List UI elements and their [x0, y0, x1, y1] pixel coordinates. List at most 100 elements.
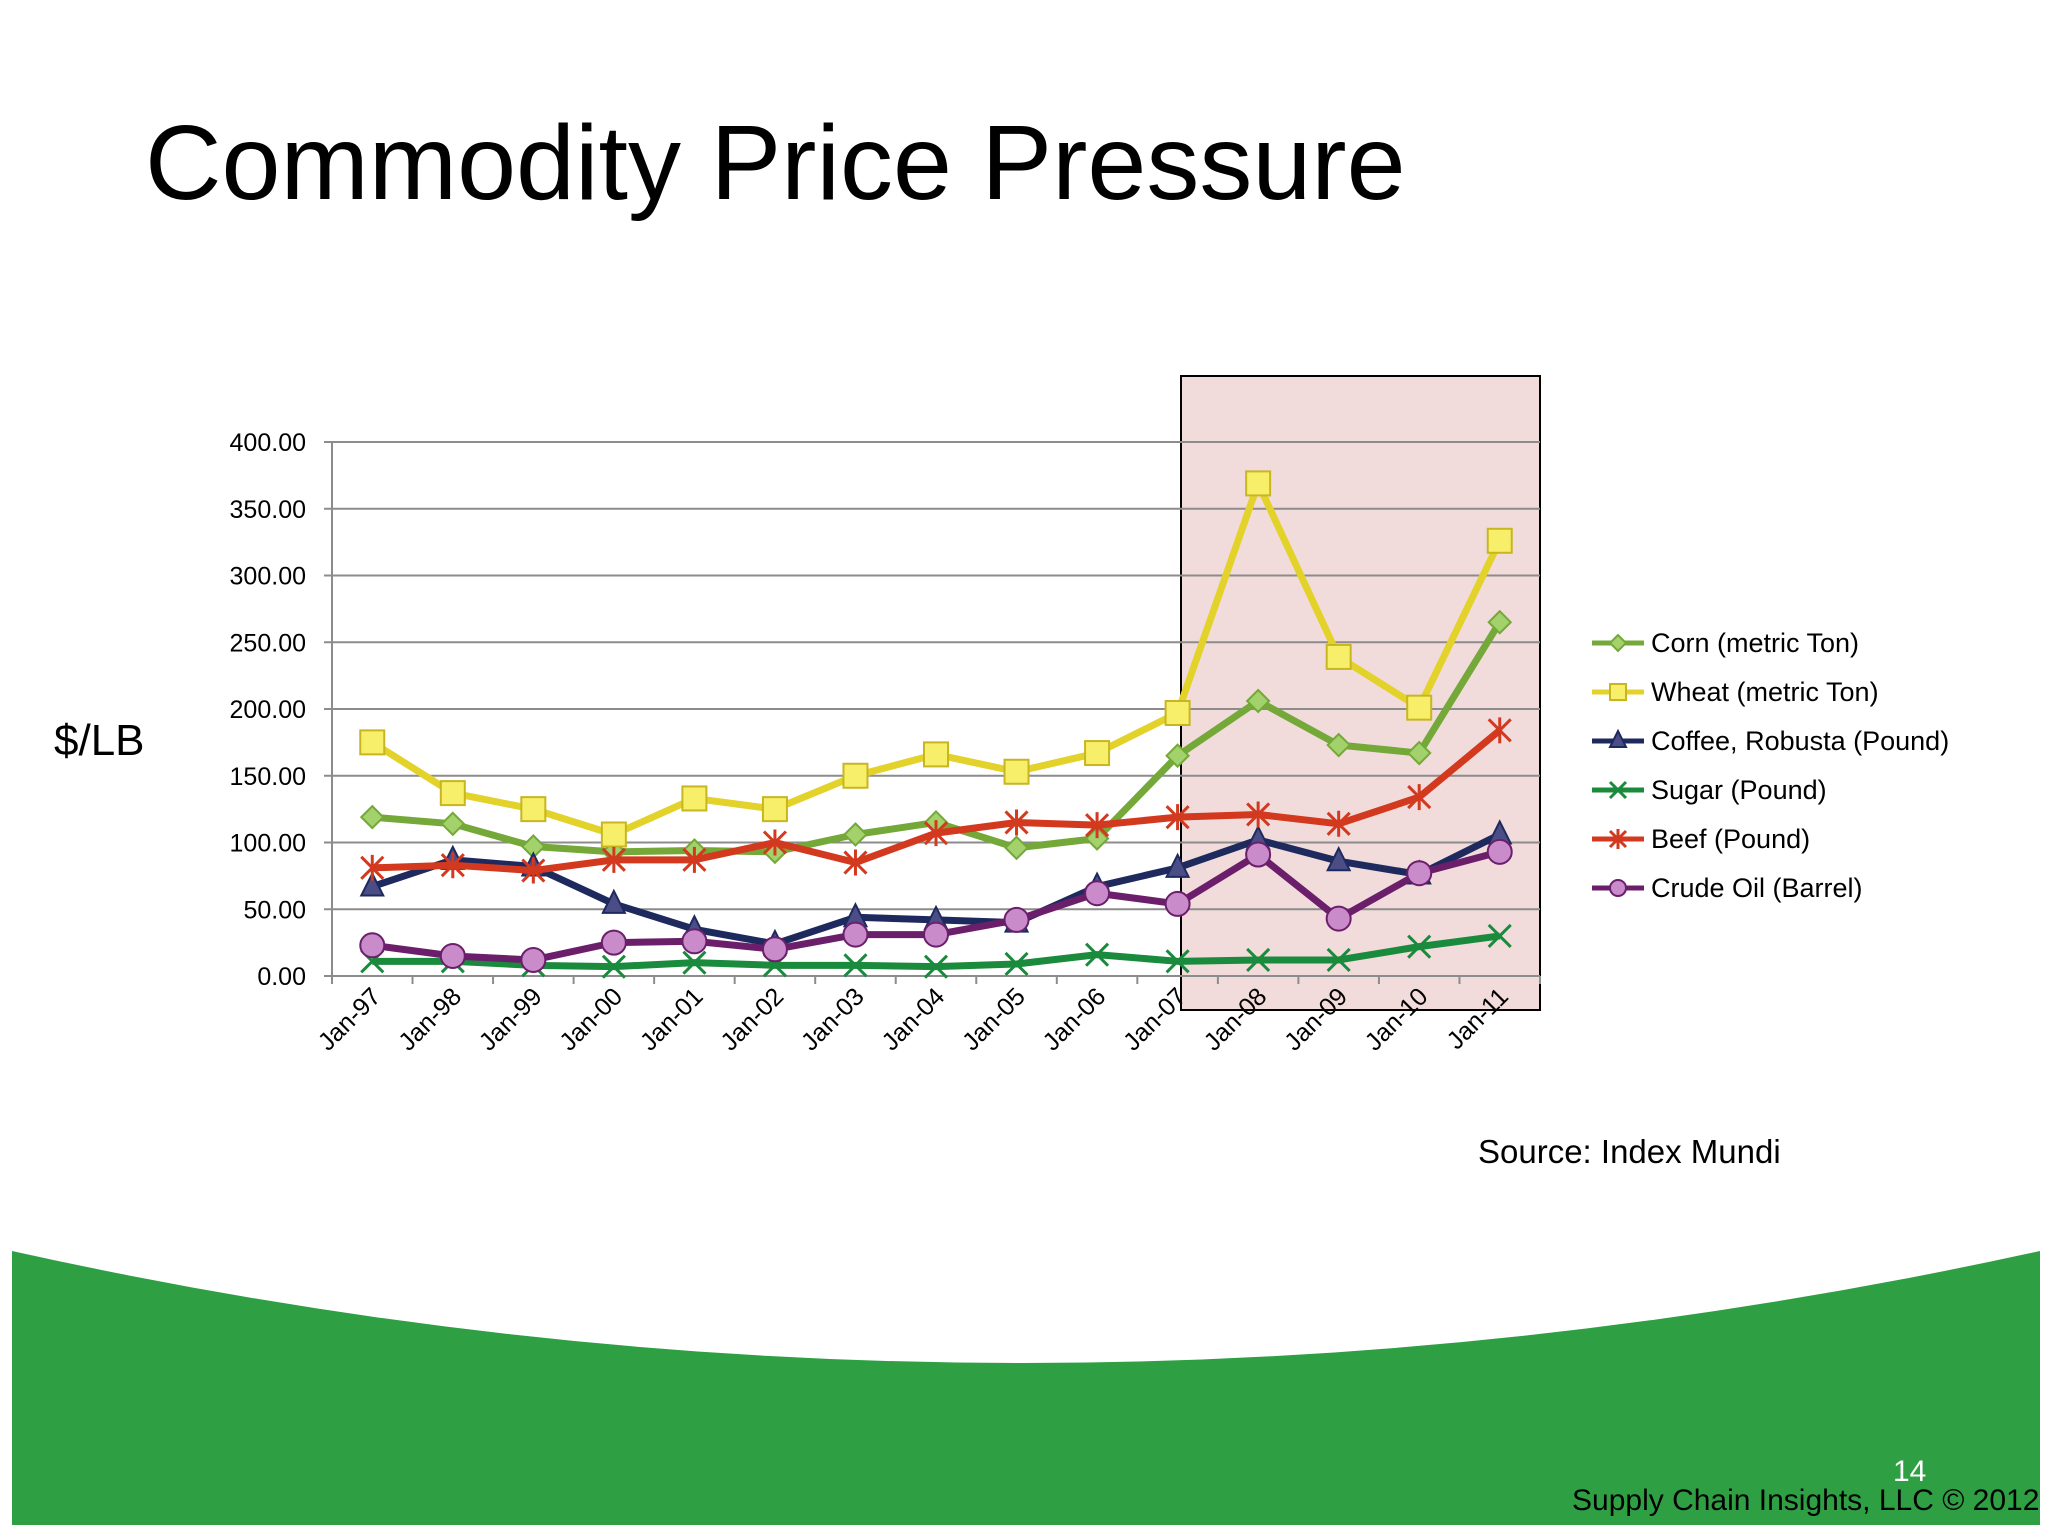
legend-entry: Crude Oil (Barrel) [1592, 873, 1863, 903]
data-point [601, 846, 626, 873]
y-tick-label: 300.00 [230, 563, 306, 591]
legend-label: Beef (Pound) [1651, 824, 1810, 854]
data-point [359, 871, 385, 897]
legend-marker [1608, 829, 1628, 849]
data-point [440, 852, 465, 879]
data-point [359, 804, 385, 830]
data-point [1165, 804, 1190, 831]
y-tick-label: 0.00 [257, 963, 306, 991]
data-point [600, 821, 627, 848]
data-point [520, 946, 547, 973]
data-point [842, 762, 869, 789]
data-point [1406, 694, 1433, 721]
data-point [682, 846, 707, 873]
legend-entry: Beef (Pound) [1592, 824, 1810, 854]
data-point [1004, 835, 1029, 861]
data-point [1326, 845, 1352, 872]
x-tick-label: Jan-05 [957, 982, 1031, 1056]
series-x [360, 923, 1512, 979]
series-star [360, 717, 1512, 884]
y-axis-unit-label: $/LB [54, 716, 145, 765]
x-axis-tick-labels: Jan-97 Jan-98 Jan-99 Jan-00 Jan-01 Jan-02 Jan-… [313, 982, 1514, 1056]
data-point [1487, 717, 1512, 744]
data-point [601, 888, 627, 914]
data-point [1004, 809, 1029, 836]
data-point [1245, 688, 1271, 714]
data-point [1003, 758, 1030, 785]
legend-marker [1609, 683, 1627, 701]
data-point [1085, 812, 1110, 839]
data-point [1325, 643, 1352, 670]
data-point [1084, 880, 1111, 907]
data-point [1326, 732, 1352, 758]
y-tick-label: 200.00 [230, 696, 306, 724]
data-point [1245, 841, 1272, 868]
data-point [1487, 609, 1513, 635]
data-point [1407, 934, 1432, 959]
data-point [923, 921, 949, 948]
series-circle [359, 838, 1513, 973]
x-tick-label: Jan-01 [635, 982, 709, 1056]
data-point [1246, 801, 1271, 828]
x-tick-label: Jan-07 [1118, 982, 1192, 1056]
y-tick-label: 150.00 [230, 763, 306, 791]
data-point [601, 954, 626, 979]
legend-entry: Coffee, Robusta (Pound) [1592, 726, 1949, 756]
legend-marker [1608, 633, 1628, 653]
data-point [843, 822, 868, 847]
y-tick-label: 250.00 [230, 629, 306, 657]
data-point [520, 796, 547, 823]
x-tick-label: Jan-98 [393, 982, 467, 1056]
data-point [923, 820, 949, 847]
data-point [1164, 700, 1191, 727]
data-point [1326, 947, 1351, 973]
data-point [1406, 740, 1432, 766]
slide-title: Commodity Price Pressure [145, 104, 1406, 222]
x-tick-label: Jan-97 [313, 982, 387, 1056]
data-point [359, 729, 386, 756]
data-point [761, 796, 788, 823]
y-tick-label: 50.00 [243, 896, 306, 924]
y-tick-label: 350.00 [230, 496, 306, 524]
data-point [1486, 838, 1513, 865]
data-point [1407, 784, 1432, 811]
data-point [923, 741, 949, 768]
x-tick-label: Jan-03 [796, 982, 870, 1056]
data-point [360, 854, 385, 881]
y-tick-label: 400.00 [230, 429, 306, 457]
data-point [842, 921, 869, 948]
chart-axes [331, 442, 1541, 984]
footer-banner [12, 1251, 2040, 1525]
chart-legend: Corn (metric Ton) Wheat (metric Ton) Coffe… [1592, 628, 1949, 903]
data-point [1004, 951, 1029, 977]
legend-marker [1608, 728, 1628, 748]
data-point [762, 829, 787, 856]
highlight-region [1180, 375, 1541, 1011]
data-point [600, 929, 627, 956]
data-point [1487, 923, 1512, 949]
data-point [923, 954, 949, 979]
x-tick-label: Jan-99 [474, 982, 548, 1056]
data-point [681, 785, 708, 812]
data-point [1164, 890, 1191, 917]
data-point [843, 849, 868, 876]
data-point [1165, 949, 1190, 974]
data-point [1486, 527, 1513, 554]
legend-label: Sugar (Pound) [1651, 775, 1827, 805]
legend-entry: Wheat (metric Ton) [1592, 677, 1879, 707]
data-point [1246, 947, 1271, 973]
data-point [1406, 860, 1433, 887]
data-point [843, 953, 868, 978]
data-point [439, 942, 466, 969]
y-axis-tick-labels: 0.00 50.00 100.00 150.00 200.00 250.00 300.00 3… [230, 429, 306, 991]
data-point [439, 780, 466, 807]
data-point [1084, 826, 1110, 851]
legend-entry: Corn (metric Ton) [1592, 628, 1859, 658]
legend-marker [1609, 879, 1627, 897]
x-tick-label: Jan-00 [554, 982, 628, 1056]
source-note: Source: Index Mundi [1478, 1133, 1781, 1170]
legend-label: Wheat (metric Ton) [1651, 677, 1879, 707]
data-point [1003, 906, 1030, 933]
legend-label: Corn (metric Ton) [1651, 628, 1859, 658]
